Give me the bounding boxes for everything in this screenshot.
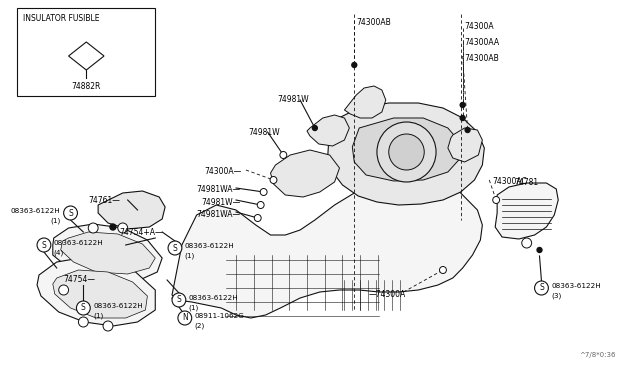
Text: N: N (182, 314, 188, 323)
Circle shape (178, 311, 192, 325)
Text: 74300A: 74300A (465, 22, 494, 31)
Text: 74754—: 74754— (63, 275, 95, 284)
Text: (1): (1) (93, 313, 104, 319)
Text: 74300A—: 74300A— (205, 167, 242, 176)
Text: —74300A: —74300A (369, 290, 406, 299)
Circle shape (493, 198, 499, 202)
Circle shape (280, 151, 287, 158)
Text: (4): (4) (54, 250, 64, 256)
Polygon shape (172, 175, 483, 318)
Text: 08363-6122H: 08363-6122H (93, 303, 143, 309)
Circle shape (537, 247, 542, 253)
Polygon shape (328, 103, 484, 205)
Circle shape (37, 238, 51, 252)
Text: S: S (68, 208, 73, 218)
Circle shape (465, 128, 470, 132)
Polygon shape (448, 128, 483, 162)
Circle shape (63, 206, 77, 220)
Text: S: S (173, 244, 177, 253)
Circle shape (312, 125, 317, 131)
Circle shape (460, 115, 465, 121)
Circle shape (377, 122, 436, 182)
Circle shape (261, 189, 266, 195)
Text: 08363-6122H: 08363-6122H (11, 208, 61, 214)
Text: 74981W: 74981W (277, 95, 309, 104)
Text: ^7/8*0:36: ^7/8*0:36 (579, 352, 616, 358)
Circle shape (257, 202, 264, 208)
Circle shape (61, 288, 66, 292)
Polygon shape (61, 232, 156, 274)
Text: 08911-1062G: 08911-1062G (195, 313, 244, 319)
Text: (3): (3) (551, 293, 561, 299)
Circle shape (493, 196, 500, 203)
Text: (1): (1) (185, 253, 195, 259)
Circle shape (254, 215, 261, 221)
Circle shape (59, 285, 68, 295)
Polygon shape (307, 115, 349, 146)
Circle shape (120, 225, 125, 231)
Circle shape (258, 202, 263, 208)
Bar (17, 8, 156, 96)
Circle shape (118, 223, 127, 233)
Text: S: S (42, 241, 46, 250)
Text: 74882R: 74882R (72, 82, 101, 91)
Text: 74981WA—: 74981WA— (196, 210, 241, 219)
Circle shape (172, 293, 186, 307)
Text: 74981W—: 74981W— (202, 198, 241, 207)
Text: 08363-6122H: 08363-6122H (189, 295, 239, 301)
Text: 74781: 74781 (514, 178, 538, 187)
Text: (1): (1) (51, 218, 61, 224)
Circle shape (91, 225, 95, 231)
Text: 74981W: 74981W (248, 128, 280, 137)
Text: S: S (539, 283, 544, 292)
Text: 74981WA—: 74981WA— (196, 185, 241, 194)
Polygon shape (53, 270, 147, 318)
Circle shape (281, 153, 286, 157)
Polygon shape (495, 183, 558, 239)
Text: S: S (81, 304, 86, 312)
Circle shape (260, 189, 267, 196)
Circle shape (440, 267, 445, 273)
Polygon shape (352, 118, 461, 181)
Circle shape (79, 317, 88, 327)
Circle shape (168, 241, 182, 255)
Circle shape (352, 62, 356, 67)
Circle shape (255, 215, 260, 221)
Polygon shape (98, 191, 165, 229)
Circle shape (522, 238, 532, 248)
Polygon shape (271, 150, 339, 197)
Circle shape (524, 240, 530, 246)
Circle shape (388, 134, 424, 170)
Text: 74300AB: 74300AB (356, 18, 391, 27)
Text: S: S (177, 295, 181, 305)
Text: (2): (2) (195, 323, 205, 329)
Polygon shape (53, 224, 162, 282)
Circle shape (271, 177, 276, 183)
Circle shape (110, 224, 116, 230)
Circle shape (103, 321, 113, 331)
Circle shape (76, 301, 90, 315)
Text: 74300AA: 74300AA (465, 38, 500, 47)
Text: 74300AC: 74300AC (492, 177, 527, 186)
Circle shape (534, 281, 548, 295)
Circle shape (81, 320, 86, 324)
Text: 08363-6122H: 08363-6122H (551, 283, 601, 289)
Text: 08363-6122H: 08363-6122H (54, 240, 104, 246)
Text: 74300AB: 74300AB (465, 54, 499, 63)
Text: 74761—: 74761— (88, 196, 120, 205)
Text: INSULATOR FUSIBLE: INSULATOR FUSIBLE (23, 14, 100, 23)
Polygon shape (37, 258, 156, 326)
Circle shape (106, 324, 111, 328)
Polygon shape (344, 86, 386, 118)
Circle shape (460, 103, 465, 108)
Text: 08363-6122H: 08363-6122H (185, 243, 235, 249)
Text: 74754+A—: 74754+A— (120, 228, 163, 237)
Circle shape (440, 266, 447, 273)
Circle shape (270, 176, 277, 183)
Polygon shape (68, 42, 104, 70)
Text: (1): (1) (189, 305, 199, 311)
Circle shape (88, 223, 98, 233)
